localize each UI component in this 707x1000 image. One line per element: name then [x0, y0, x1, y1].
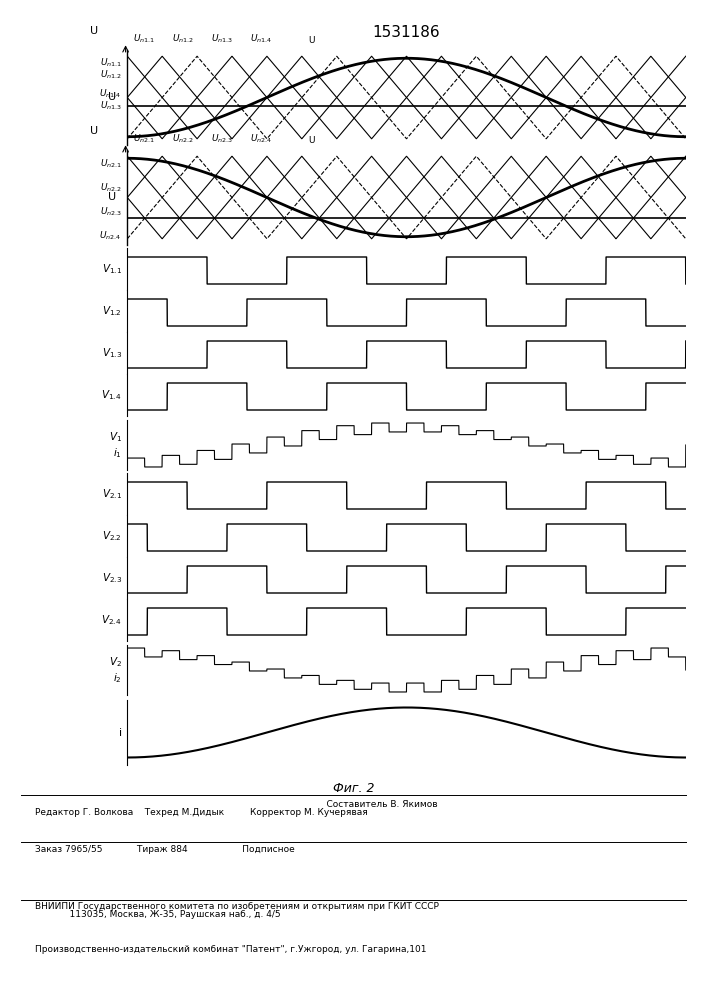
- Text: $V_{1.1}$: $V_{1.1}$: [102, 262, 122, 276]
- Text: $U_{n1.4}$: $U_{n1.4}$: [250, 33, 272, 45]
- Text: $V_{1.3}$: $V_{1.3}$: [102, 346, 122, 360]
- Text: $U_{n1.3}$: $U_{n1.3}$: [100, 100, 122, 112]
- Text: $V_{1.2}$: $V_{1.2}$: [103, 304, 122, 318]
- Text: $V_2$
$i_2$: $V_2$ $i_2$: [109, 655, 122, 685]
- Text: Заказ 7965/55            Тираж 884                   Подписное: Заказ 7965/55 Тираж 884 Подписное: [35, 845, 295, 854]
- Text: $U_{n1.2}$: $U_{n1.2}$: [173, 33, 194, 45]
- Text: $U_{n2.4}$: $U_{n2.4}$: [250, 133, 272, 145]
- Text: 113035, Москва, Ж-35, Раушская наб., д. 4/5: 113035, Москва, Ж-35, Раушская наб., д. …: [35, 910, 281, 919]
- Text: U: U: [90, 126, 98, 136]
- Text: U: U: [108, 93, 116, 103]
- Text: $U_{n2.4}$: $U_{n2.4}$: [100, 229, 122, 242]
- Text: $U_{n1.3}$: $U_{n1.3}$: [211, 33, 233, 45]
- Text: $U_{n1.1}$: $U_{n1.1}$: [133, 33, 155, 45]
- Text: $V_{2.2}$: $V_{2.2}$: [103, 529, 122, 543]
- Text: $U_{n1.4}$: $U_{n1.4}$: [100, 87, 122, 100]
- Text: $U_{n2.2}$: $U_{n2.2}$: [173, 133, 194, 145]
- Text: U: U: [308, 136, 315, 145]
- Text: $U_{n2.3}$: $U_{n2.3}$: [211, 133, 233, 145]
- Text: $U_{n2.1}$: $U_{n2.1}$: [100, 158, 122, 170]
- Text: $U_{n1.1}$: $U_{n1.1}$: [100, 56, 122, 69]
- Text: U: U: [90, 26, 98, 36]
- Text: $U_{n2.3}$: $U_{n2.3}$: [100, 206, 122, 218]
- Text: Производственно-издательский комбинат "Патент", г.Ужгород, ул. Гагарина,101: Производственно-издательский комбинат "П…: [35, 945, 427, 954]
- Text: $V_1$
$i_1$: $V_1$ $i_1$: [109, 430, 122, 460]
- Text: Редактор Г. Волкова    Техред М.Дидык         Корректор М. Кучерявая: Редактор Г. Волкова Техред М.Дидык Корре…: [35, 808, 368, 817]
- Text: 1531186: 1531186: [373, 25, 440, 40]
- Text: $V_{2.4}$: $V_{2.4}$: [102, 613, 122, 627]
- Text: U: U: [108, 192, 116, 202]
- Text: $U_{n2.1}$: $U_{n2.1}$: [133, 133, 155, 145]
- Text: $V_{2.3}$: $V_{2.3}$: [102, 571, 122, 585]
- Text: Составитель В. Якимов: Составитель В. Якимов: [269, 800, 438, 809]
- Text: $V_{1.4}$: $V_{1.4}$: [102, 388, 122, 402]
- Text: i: i: [119, 728, 122, 738]
- Text: ВНИИПИ Государственного комитета по изобретениям и открытиям при ГКИТ СССР: ВНИИПИ Государственного комитета по изоб…: [35, 902, 439, 911]
- Text: Фиг. 2: Фиг. 2: [333, 782, 374, 795]
- Text: U: U: [308, 36, 315, 45]
- Text: $V_{2.1}$: $V_{2.1}$: [102, 487, 122, 501]
- Text: $U_{n1.2}$: $U_{n1.2}$: [100, 69, 122, 81]
- Text: $U_{n2.2}$: $U_{n2.2}$: [100, 182, 122, 194]
